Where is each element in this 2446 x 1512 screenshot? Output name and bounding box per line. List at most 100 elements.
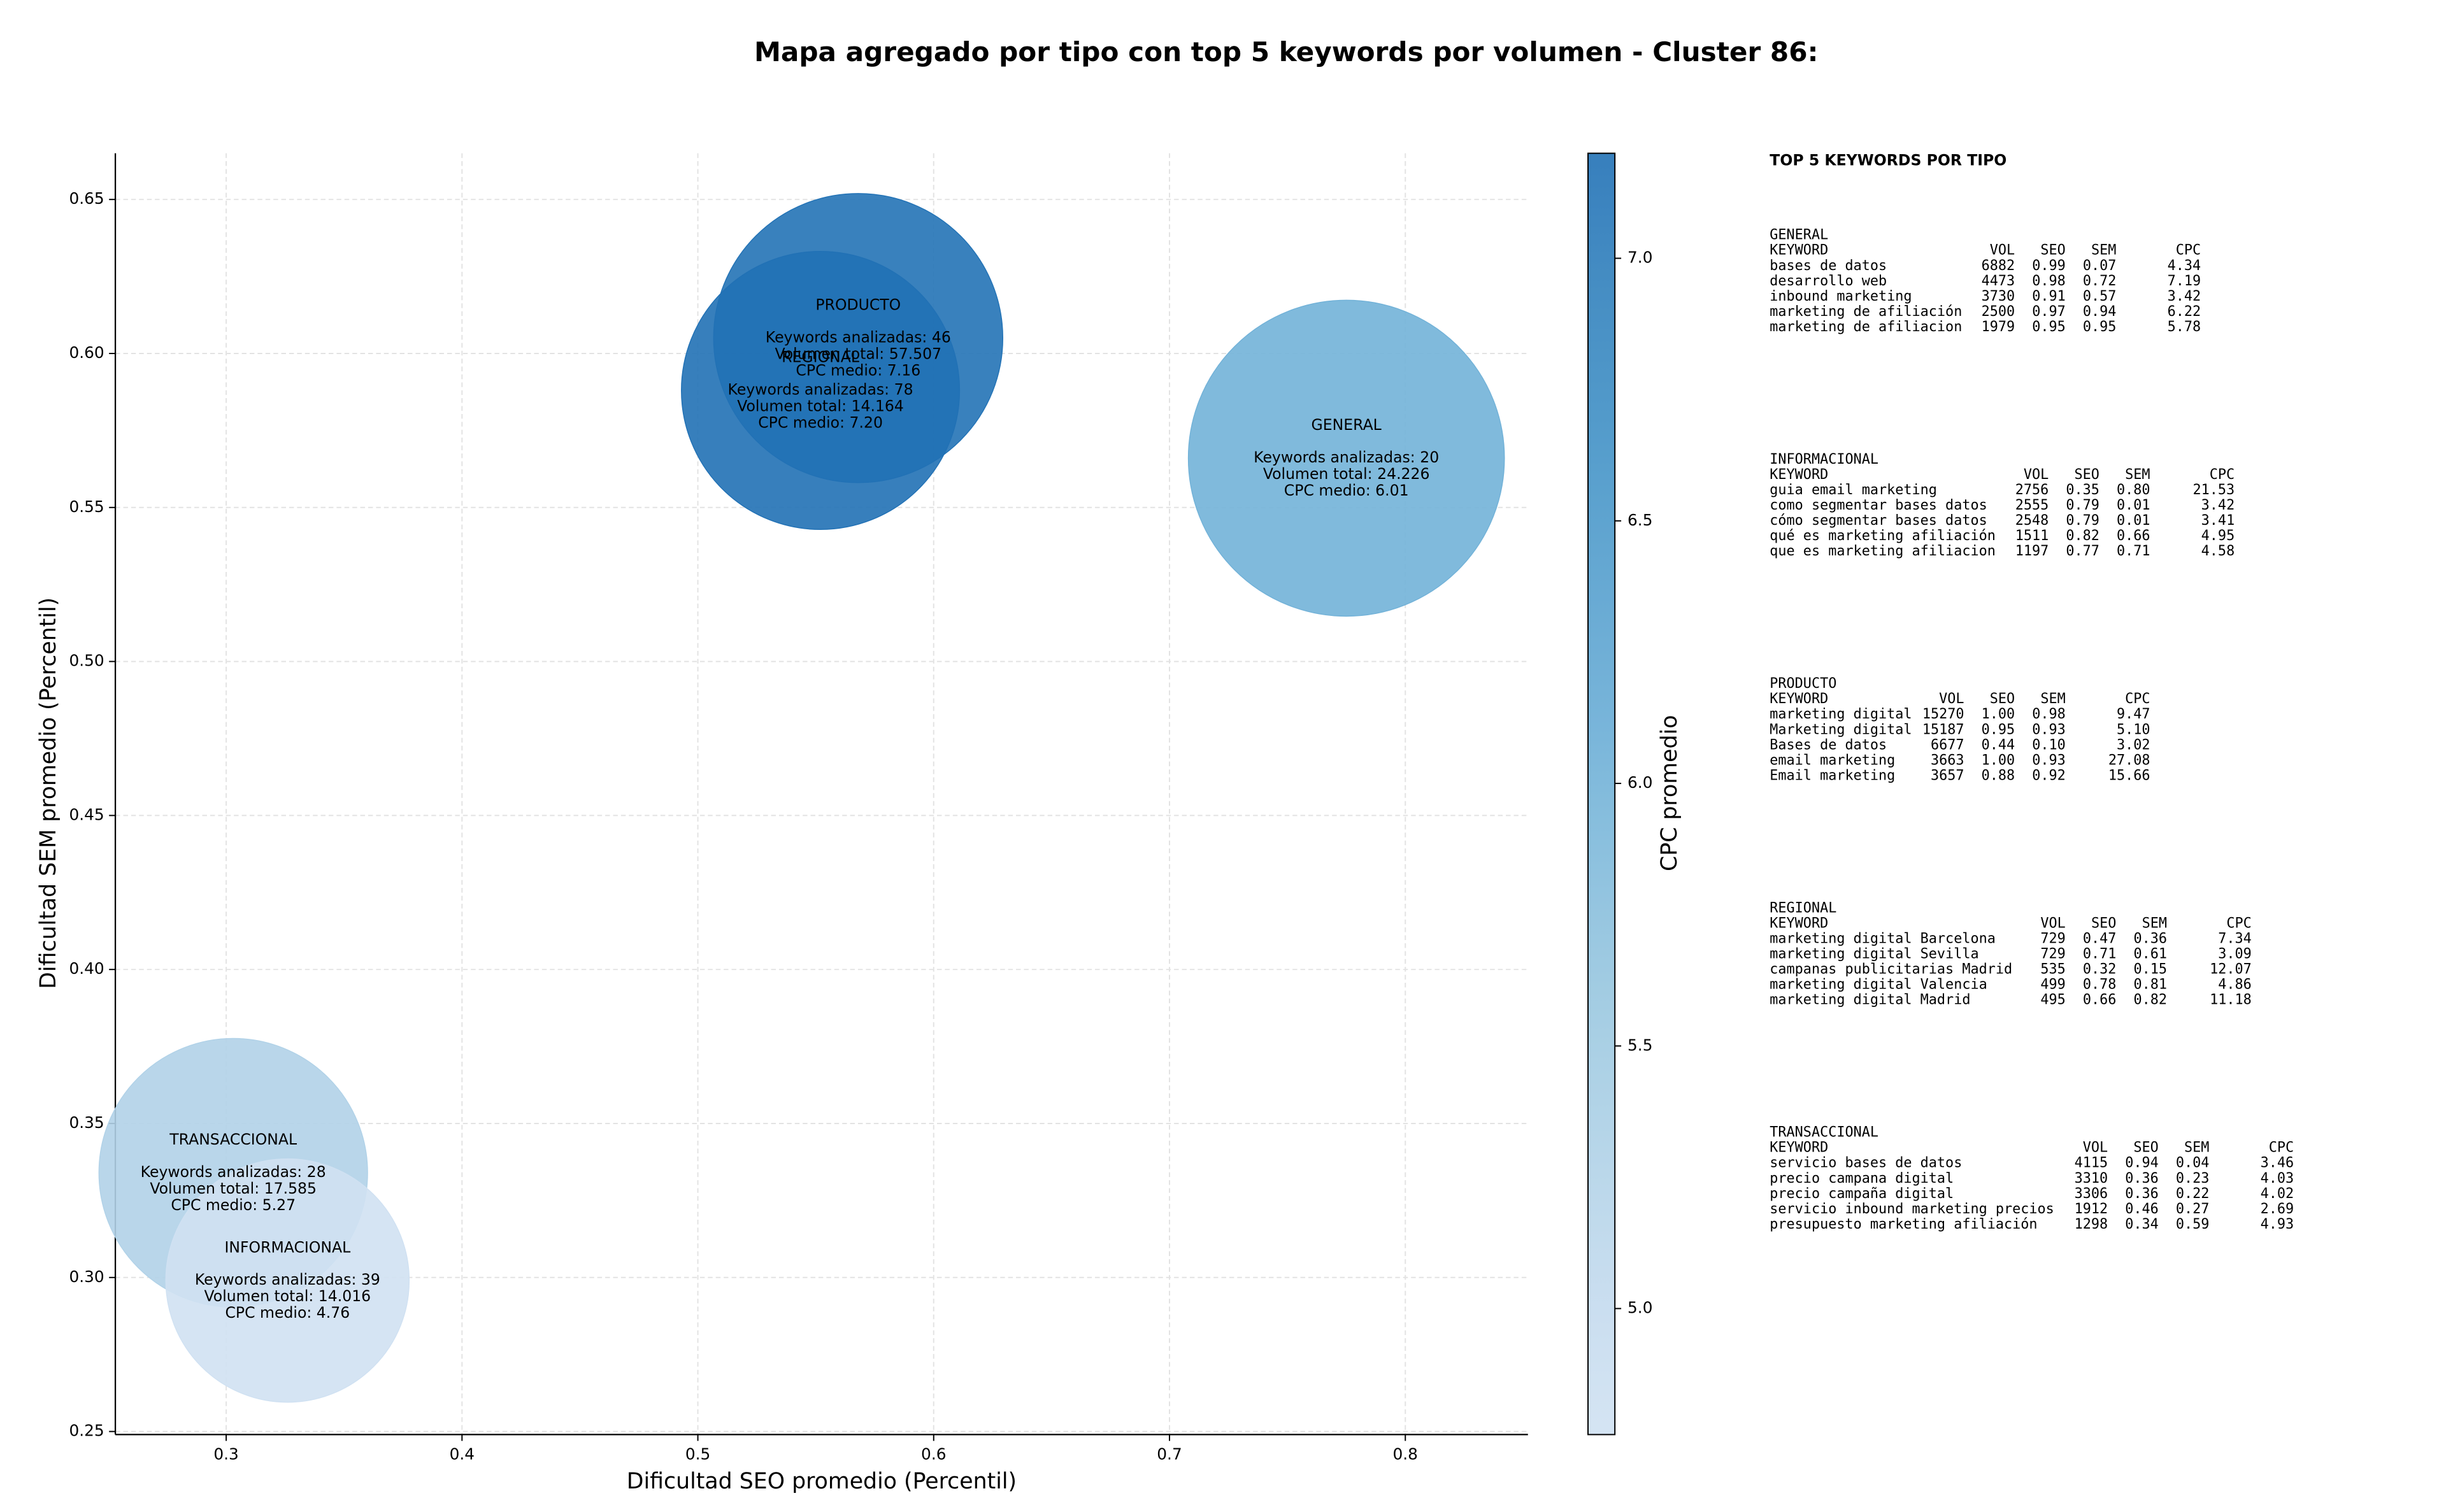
table-cell: 0.98 <box>2032 273 2066 289</box>
table-cell: Bases de datos <box>1770 737 1887 753</box>
table-header: CPC <box>2125 691 2150 707</box>
table-title: PRODUCTO <box>1770 676 1836 692</box>
table-cell: 3657 <box>1931 768 1964 784</box>
bubble <box>165 1158 410 1403</box>
table-title: TRANSACCIONAL <box>1770 1125 1878 1141</box>
table-cell: 4.03 <box>2261 1171 2294 1187</box>
table-cell: marketing digital Madrid <box>1770 992 1970 1008</box>
table-header: SEM <box>2040 691 2065 707</box>
bubble-annotation: Volumen total: 17.585 <box>150 1180 317 1197</box>
y-tick-label: 0.65 <box>69 189 104 208</box>
table-cell: 1197 <box>2015 543 2049 559</box>
y-tick-label: 0.25 <box>69 1422 104 1440</box>
table-cell: 2.69 <box>2261 1201 2294 1217</box>
table-cell: 0.34 <box>2125 1216 2159 1232</box>
table-cell: 0.36 <box>2125 1186 2159 1202</box>
bubble-annotation: Keywords analizadas: 39 <box>195 1271 380 1288</box>
table-cell: 0.93 <box>2032 752 2066 768</box>
table-cell: 7.19 <box>2168 273 2201 289</box>
x-axis-label: Dificultad SEO promedio (Percentil) <box>627 1469 1017 1494</box>
table-cell: 0.82 <box>2134 992 2168 1008</box>
bubble-annotation: CPC medio: 7.20 <box>758 414 883 432</box>
table-cell: 3.09 <box>2218 946 2252 962</box>
table-cell: email marketing <box>1770 752 1895 768</box>
table-cell: 0.97 <box>2032 304 2066 320</box>
table-header: SEO <box>2091 915 2116 931</box>
table-header: VOL <box>1939 691 1964 707</box>
table-cell: 0.71 <box>2083 946 2117 962</box>
table-cell: 0.66 <box>2083 992 2117 1008</box>
table-cell: 0.57 <box>2083 289 2117 304</box>
colorbar-tick-label: 6.0 <box>1627 773 1652 792</box>
table-cell: marketing de afiliacion <box>1770 319 1962 335</box>
table-cell: 0.72 <box>2083 273 2117 289</box>
table-header: VOL <box>1990 243 2015 259</box>
table-cell: 729 <box>2040 931 2065 947</box>
table-header: CPC <box>2226 915 2251 931</box>
table-header: KEYWORD <box>1770 467 1828 483</box>
bubble-name: INFORMACIONAL <box>224 1238 350 1256</box>
y-tick-label: 0.35 <box>69 1113 104 1132</box>
table-header: VOL <box>2024 467 2049 483</box>
table-header: SEO <box>1990 691 2015 707</box>
table-cell: 12.07 <box>2210 962 2252 978</box>
table-cell: marketing de afiliación <box>1770 304 1962 320</box>
bubble-annotation: Volumen total: 14.164 <box>737 397 904 415</box>
table-cell: 0.35 <box>2066 482 2099 498</box>
bubble-annotation: CPC medio: 5.27 <box>171 1196 296 1214</box>
table-cell: 6.22 <box>2168 304 2201 320</box>
table-cell: 0.95 <box>2032 319 2066 335</box>
bubble-annotation: Keywords analizadas: 28 <box>141 1163 326 1181</box>
table-cell: 0.95 <box>2083 319 2117 335</box>
table-cell: 4115 <box>2075 1155 2108 1171</box>
table-header: VOL <box>2083 1140 2108 1156</box>
table-cell: servicio inbound marketing precios <box>1770 1201 2054 1217</box>
table-cell: 4.93 <box>2261 1216 2294 1232</box>
table-cell: 15.66 <box>2108 768 2150 784</box>
bubble-annotation: CPC medio: 4.76 <box>225 1304 350 1322</box>
bubble-name: GENERAL <box>1312 416 1382 434</box>
table-cell: qué es marketing afiliación <box>1770 528 1996 544</box>
table-cell: presupuesto marketing afiliación <box>1770 1216 2037 1232</box>
bubble-annotation: CPC medio: 6.01 <box>1284 481 1409 499</box>
table-cell: 0.61 <box>2134 946 2168 962</box>
bubble-annotation: Volumen total: 57.507 <box>775 345 941 362</box>
colorbar-tick-label: 5.5 <box>1627 1036 1652 1054</box>
x-tick-label: 0.7 <box>1157 1445 1182 1464</box>
table-cell: 729 <box>2040 946 2065 962</box>
table-header: SEM <box>2142 915 2167 931</box>
table-cell: 4.95 <box>2201 528 2235 544</box>
colorbar-tick-label: 7.0 <box>1627 248 1652 267</box>
bubble-name: REGIONAL <box>782 348 859 366</box>
table-cell: como segmentar bases datos <box>1770 497 1987 513</box>
table-cell: marketing digital Valencia <box>1770 977 1987 993</box>
table-cell: 0.98 <box>2032 706 2066 722</box>
table-cell: 9.47 <box>2117 706 2150 722</box>
table-cell: 4.86 <box>2218 977 2252 993</box>
table-cell: campanas publicitarias Madrid <box>1770 962 2012 978</box>
table-header: SEO <box>2074 467 2099 483</box>
table-cell: 0.94 <box>2083 304 2117 320</box>
colorbar-label: CPC promedio <box>1657 715 1682 871</box>
chart-title: Mapa agregado por tipo con top 5 keyword… <box>754 36 1819 68</box>
table-header: SEM <box>2091 243 2116 259</box>
y-tick-label: 0.45 <box>69 805 104 824</box>
colorbar <box>1587 152 1616 1436</box>
table-header: KEYWORD <box>1770 1140 1828 1156</box>
table-cell: 0.79 <box>2066 513 2099 529</box>
bubble-annotation: Volumen total: 14.016 <box>204 1287 371 1305</box>
bubble <box>1187 299 1505 617</box>
table-cell: 0.88 <box>1982 768 2015 784</box>
table-header: SEM <box>2125 467 2150 483</box>
table-cell: 4473 <box>1982 273 2015 289</box>
table-cell: marketing digital <box>1770 706 1912 722</box>
table-header: CPC <box>2269 1140 2294 1156</box>
table-cell: 0.81 <box>2134 977 2168 993</box>
table-cell: 535 <box>2040 962 2065 978</box>
table-cell: 15187 <box>1922 722 1964 738</box>
table-cell: 0.22 <box>2176 1186 2210 1202</box>
table-cell: marketing digital Barcelona <box>1770 931 1996 947</box>
y-tick-label: 0.30 <box>69 1267 104 1286</box>
table-cell: 0.15 <box>2134 962 2168 978</box>
